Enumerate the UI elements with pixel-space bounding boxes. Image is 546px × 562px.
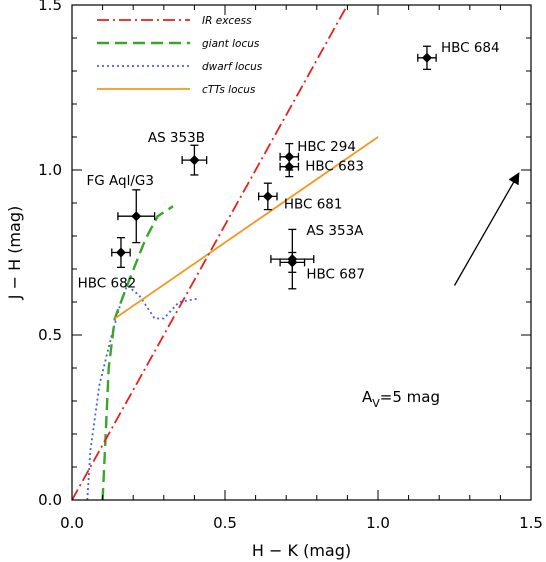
- data-point: [258, 182, 278, 211]
- ir-excess-line: [72, 5, 349, 500]
- legend: IR excess giant locus dwarf locus cTTs locu…: [97, 15, 263, 96]
- data-point: [181, 144, 208, 176]
- point-label: HBC 681: [284, 196, 343, 212]
- point-marker: [287, 257, 298, 268]
- ctts-locus-line: [114, 136, 379, 320]
- x-axis-title: H − K (mag): [252, 541, 351, 560]
- point-marker: [421, 52, 432, 63]
- data-point: [111, 236, 131, 269]
- point-marker: [189, 155, 200, 166]
- reddening-arrow: [453, 172, 520, 286]
- reddening-label-sub: V: [372, 397, 380, 410]
- point-label: HBC 687: [306, 266, 365, 282]
- data-point: [279, 156, 300, 178]
- reddening-label-main: A: [362, 388, 373, 406]
- reddening-label-rest: =5 mag: [380, 388, 440, 406]
- x-tick-label: 1.0: [366, 514, 390, 532]
- point-label: HBC 684: [441, 40, 500, 56]
- reddening-vector: HBC 684 AS 353B HBC 294 HBC 683 HBC 681 FG Aq…: [78, 40, 520, 410]
- y-tick-label: 0.0: [38, 491, 62, 509]
- y-tick-label: 1.5: [38, 0, 62, 14]
- y-axis-title: J − H (mag): [5, 206, 24, 300]
- point-label: HBC 683: [305, 159, 364, 175]
- legend-label: IR excess: [202, 15, 252, 27]
- point-marker: [262, 191, 273, 202]
- point-label: AS 353A: [306, 223, 364, 239]
- legend-label: giant locus: [202, 38, 260, 50]
- dwarf-locus-line: [86, 284, 198, 500]
- data-point: [117, 189, 156, 244]
- axis-ticks: 0.0 0.0 0.5 0.5 1.0 1.0 1.5 1.5: [38, 0, 543, 532]
- point-label: FG Aql/G3: [87, 173, 154, 189]
- y-tick-label: 0.5: [38, 326, 62, 344]
- x-tick-label: 0.5: [213, 514, 237, 532]
- legend-label: cTTs locus: [202, 84, 256, 96]
- point-marker: [115, 247, 126, 258]
- point-label: HBC 294: [297, 139, 356, 155]
- point-label: AS 353B: [148, 130, 205, 146]
- x-tick-label: 1.5: [519, 514, 543, 532]
- data-point: [417, 45, 437, 70]
- reddening-label: AV=5 mag: [362, 388, 440, 410]
- point-label: HBC 682: [78, 276, 137, 292]
- plot-frame: [71, 4, 532, 501]
- point-marker: [284, 161, 295, 172]
- plot-area: [72, 5, 437, 500]
- giant-locus-line: [101, 205, 174, 500]
- legend-label: dwarf locus: [202, 61, 263, 73]
- y-tick-label: 1.0: [38, 161, 62, 179]
- x-tick-label: 0.0: [60, 514, 84, 532]
- point-marker: [131, 211, 142, 222]
- data-point: [279, 251, 306, 273]
